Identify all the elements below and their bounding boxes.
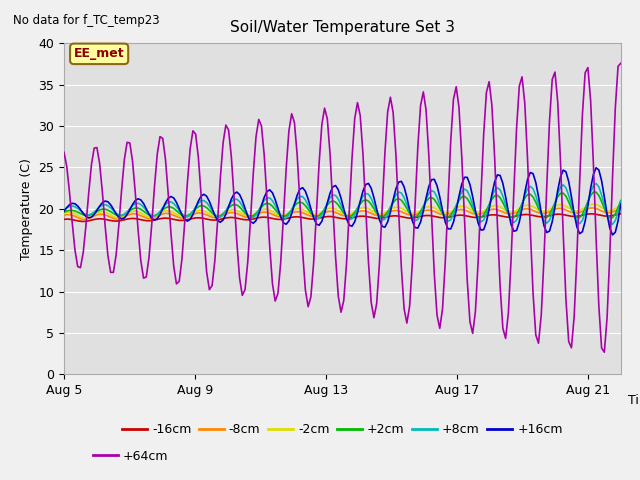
Y-axis label: Temperature (C): Temperature (C)	[20, 158, 33, 260]
Title: Soil/Water Temperature Set 3: Soil/Water Temperature Set 3	[230, 20, 455, 35]
Text: No data for f_TC_temp23: No data for f_TC_temp23	[13, 14, 159, 27]
Text: EE_met: EE_met	[74, 48, 124, 60]
X-axis label: Time: Time	[628, 394, 640, 407]
Legend: +64cm: +64cm	[88, 444, 173, 468]
